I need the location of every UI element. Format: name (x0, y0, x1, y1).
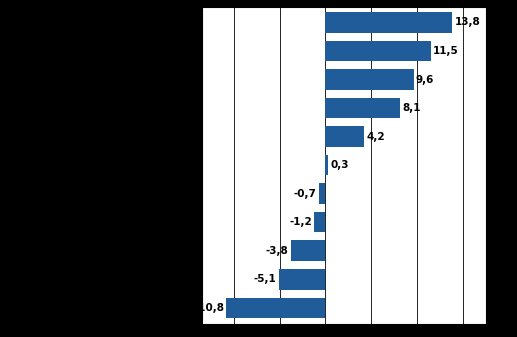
Bar (326, 155, 328, 175)
Bar (226, 298, 326, 318)
Bar (326, 126, 364, 147)
Text: 11,5: 11,5 (433, 46, 459, 56)
Bar (314, 212, 326, 233)
Bar (279, 269, 326, 289)
Text: 4,2: 4,2 (366, 131, 385, 142)
Bar (326, 69, 414, 90)
Text: 8,1: 8,1 (402, 103, 420, 113)
Bar (319, 183, 326, 204)
Bar (326, 98, 400, 118)
Text: -10,8: -10,8 (194, 303, 224, 313)
Text: 0,3: 0,3 (330, 160, 349, 170)
Bar (326, 41, 431, 61)
Text: -5,1: -5,1 (254, 274, 277, 284)
Bar (291, 241, 326, 261)
Text: -0,7: -0,7 (294, 189, 317, 199)
Text: -3,8: -3,8 (266, 246, 288, 256)
Text: -1,2: -1,2 (290, 217, 312, 227)
Bar (326, 12, 452, 33)
Text: 13,8: 13,8 (454, 18, 480, 27)
Text: 9,6: 9,6 (416, 74, 434, 85)
